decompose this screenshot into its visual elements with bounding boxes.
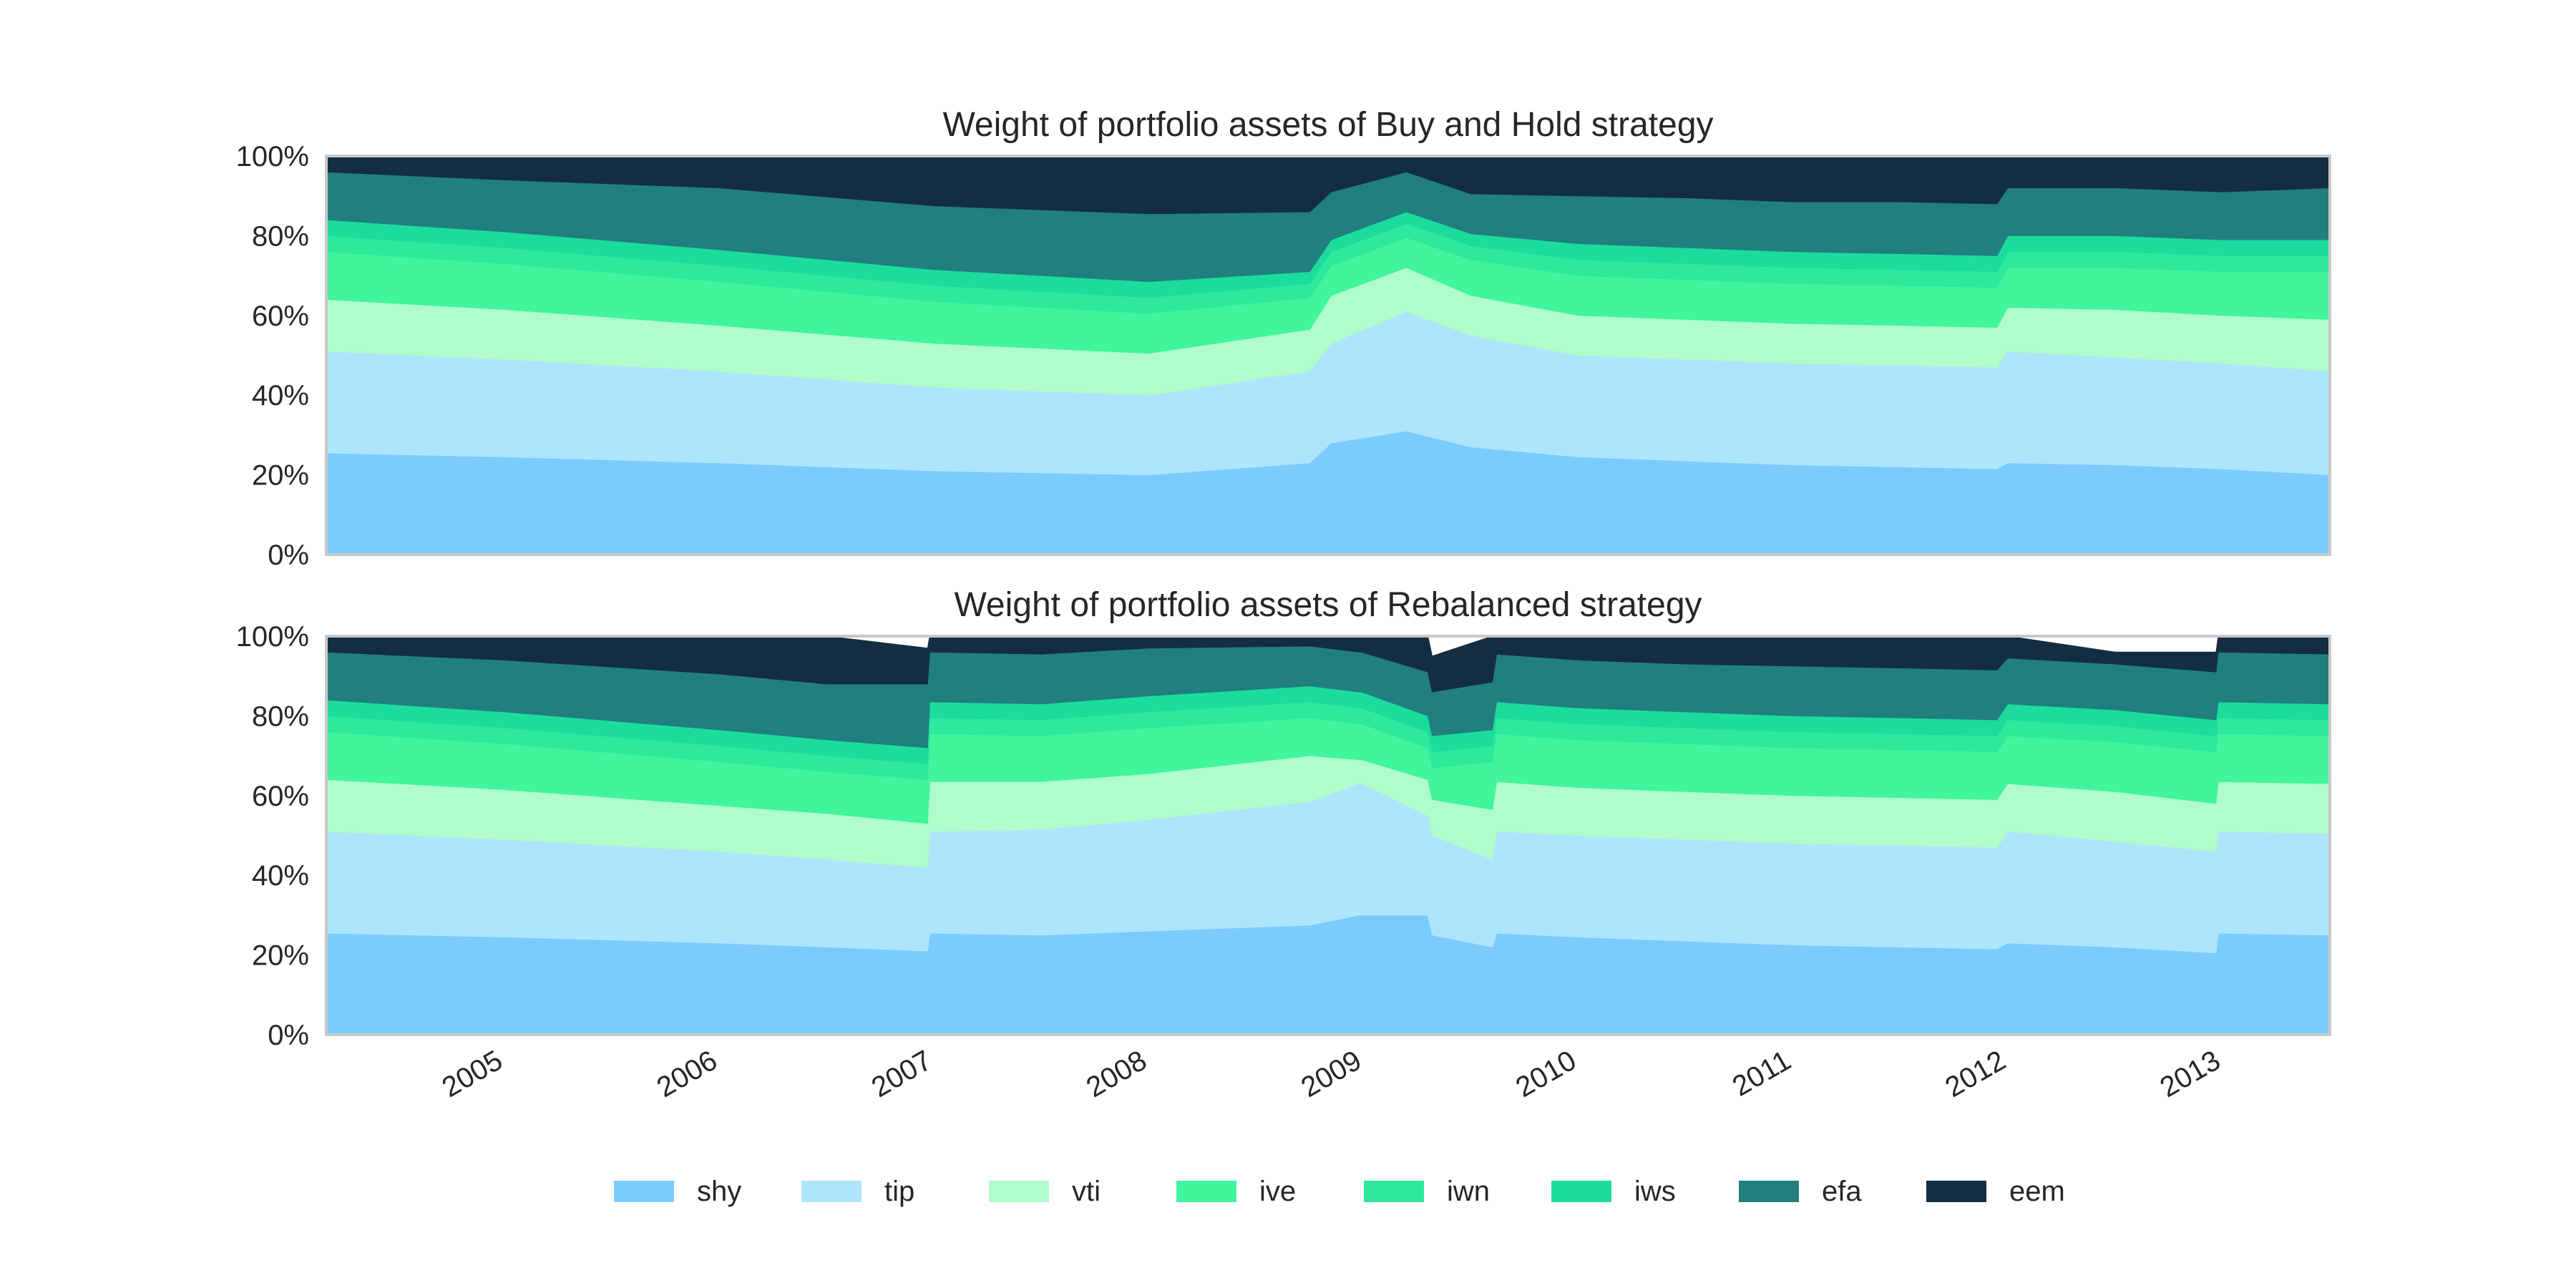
y-axis-buy-and-hold: 0% 20% 40% 60% 80% 100% (236, 141, 309, 571)
legend-swatch (1551, 1181, 1611, 1202)
legend-label: ive (1259, 1176, 1296, 1207)
chart-buy-and-hold: Weight of portfolio assets of Buy and Ho… (236, 106, 2331, 571)
y-tick-label: 100% (236, 141, 309, 172)
plot-frame-buy-and-hold (325, 155, 2331, 556)
legend-item-efa: efa (1739, 1176, 1862, 1207)
legend-swatch (1926, 1181, 1986, 1202)
y-tick-label: 0% (268, 1020, 309, 1051)
legend-label: eem (2009, 1176, 2065, 1207)
legend-label: iws (1634, 1176, 1676, 1207)
y-tick-label: 0% (268, 540, 309, 571)
y-tick-label: 100% (236, 621, 309, 653)
legend-label: iwn (1447, 1176, 1490, 1207)
legend-item-vti: vti (989, 1176, 1101, 1207)
legend-item-ive: ive (1176, 1176, 1296, 1207)
stacked-area-buy-and-hold (326, 155, 2331, 555)
legend-label: shy (697, 1176, 741, 1207)
legend-item-tip: tip (801, 1176, 914, 1207)
y-tick-label: 60% (252, 781, 309, 812)
legend-swatch (801, 1181, 862, 1202)
legend-swatch (1739, 1181, 1799, 1202)
chart-title-buy-and-hold: Weight of portfolio assets of Buy and Ho… (942, 106, 1713, 144)
legend-swatch (989, 1181, 1049, 1202)
legend-label: vti (1072, 1176, 1101, 1207)
y-tick-label: 20% (252, 460, 309, 492)
legend-item-iws: iws (1551, 1176, 1676, 1207)
stacked-area-rebalanced (326, 635, 2331, 1035)
plot-frame-rebalanced (325, 635, 2331, 1036)
legend-item-shy: shy (614, 1176, 741, 1207)
legend-item-iwn: iwn (1364, 1176, 1490, 1207)
y-tick-label: 80% (252, 220, 309, 252)
y-tick-label: 60% (252, 301, 309, 332)
legend-swatch (614, 1181, 674, 1202)
legend-swatch (1176, 1181, 1236, 1202)
chart-title-rebalanced: Weight of portfolio assets of Rebalanced… (954, 586, 1702, 624)
legend-item-eem: eem (1926, 1176, 2065, 1207)
y-tick-label: 20% (252, 940, 309, 972)
legend-label: tip (884, 1176, 914, 1207)
legend-label: efa (1822, 1176, 1862, 1207)
y-axis-rebalanced: 0% 20% 40% 60% 80% 100% (236, 621, 309, 1051)
chart-rebalanced: Weight of portfolio assets of Rebalanced… (236, 586, 2331, 1103)
y-tick-label: 40% (252, 860, 309, 892)
legend: shy tip vti ive iwn iws efa eem (614, 1176, 2065, 1207)
legend-swatch (1364, 1181, 1424, 1202)
y-tick-label: 80% (252, 701, 309, 732)
y-tick-label: 40% (252, 380, 309, 411)
